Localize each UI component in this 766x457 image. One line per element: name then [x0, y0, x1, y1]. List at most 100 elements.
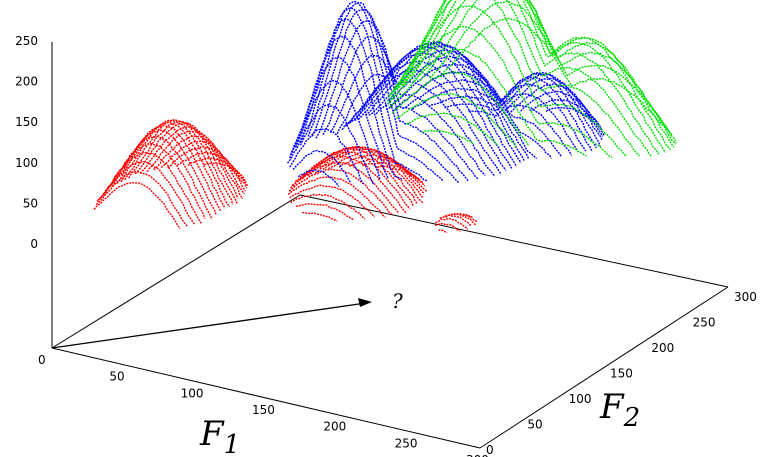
- y-tick-label: 250: [693, 316, 716, 330]
- series-0-scanline: [203, 162, 239, 174]
- series-0-scanline: [107, 129, 217, 216]
- series-1-scanline: [295, 18, 428, 182]
- series-2-scanline: [439, 17, 669, 132]
- series-1-scanline: [297, 169, 340, 187]
- arrow-head: [358, 298, 372, 307]
- y-tick-label: 100: [569, 392, 592, 406]
- series-layer: [93, 0, 677, 234]
- x-tick-label: 250: [395, 436, 418, 450]
- z-tick-labels: 0 50 100 150 200 250: [15, 34, 38, 251]
- series-0-scanline: [160, 140, 248, 189]
- y-tick-label: 0: [486, 443, 494, 457]
- series-2-scanline: [389, 48, 587, 157]
- x-tick-label: 200: [323, 420, 346, 434]
- series-2: [386, 0, 677, 159]
- series-0-scanline: [177, 151, 247, 183]
- series-0-scanline: [303, 146, 418, 205]
- series-0-scanline: [187, 157, 245, 179]
- z-tick-label: 250: [15, 34, 38, 48]
- y-axis-title-main: F: [599, 387, 625, 427]
- series-0-scanline: [434, 222, 461, 232]
- series-0-scanline: [435, 218, 469, 230]
- series-2-scanline: [391, 71, 530, 147]
- annotation-arrow: ?: [51, 289, 403, 349]
- series-0-scanline: [338, 154, 426, 187]
- series-1-scanline: [291, 35, 403, 180]
- series-0-scanline: [463, 214, 473, 219]
- z-tick-label: 100: [15, 156, 38, 170]
- series-2-scanline: [387, 25, 613, 159]
- series-1-scanline: [385, 62, 573, 156]
- series-1: [286, 0, 605, 187]
- series-0-scanline: [120, 119, 231, 208]
- series-0-scanline: [290, 161, 400, 214]
- series-2-scanline: [397, 0, 666, 153]
- x-axis-title-sub: 1: [224, 430, 241, 457]
- z-tick-label: 0: [30, 237, 38, 251]
- series-2-scanline: [429, 0, 674, 137]
- series-1-scanline: [354, 41, 526, 162]
- series-1-scanline: [289, 128, 364, 185]
- annotation-text: ?: [392, 289, 403, 313]
- y-axis-line: [51, 194, 301, 349]
- z-tick-label: 150: [15, 115, 38, 129]
- y-tick-label: 200: [651, 341, 674, 355]
- y-tick-labels: 0 50 100 150 200 250 300: [486, 290, 757, 457]
- x-tick-label: 100: [181, 386, 204, 400]
- x-axis-title-main: F: [199, 414, 225, 454]
- series-0-scanline: [328, 150, 428, 192]
- series-2-scanline: [386, 5, 627, 157]
- y-axis-title: F2: [599, 387, 640, 433]
- series-0-scanline: [439, 214, 472, 227]
- series-0-scanline: [349, 157, 424, 184]
- y-axis-title-sub: 2: [623, 403, 641, 433]
- series-0: [93, 119, 478, 234]
- series-1-scanline: [292, 149, 351, 183]
- x-axis-line: [51, 347, 481, 449]
- series-2-scanline: [388, 0, 641, 157]
- series-0-scanline: [290, 193, 366, 220]
- y-tick-label: 50: [527, 418, 542, 432]
- series-0-scanline: [362, 161, 420, 180]
- series-2-scanline: [388, 0, 653, 158]
- series-2-scanline: [393, 0, 660, 155]
- series-0-scanline: [146, 130, 245, 195]
- series-1-scanline: [322, 35, 496, 177]
- x-tick-label: 50: [109, 370, 124, 384]
- floor-right-edge: [479, 286, 729, 449]
- series-2-scanline: [413, 0, 677, 145]
- floor-back-edge: [299, 194, 729, 288]
- y-tick-label: 150: [610, 367, 633, 381]
- series-0-scanline: [93, 181, 181, 230]
- series-0-scanline: [295, 203, 354, 221]
- series-0-scanline: [97, 151, 203, 225]
- series-1-scanline: [299, 7, 444, 181]
- series-1-scanline: [341, 52, 513, 170]
- series-1-scanline: [315, 20, 486, 176]
- arrow-line: [51, 302, 367, 349]
- floor-plane: [51, 42, 729, 449]
- series-0-scanline: [128, 120, 239, 205]
- series-0-scanline: [288, 168, 393, 216]
- series-1-scanline: [444, 71, 601, 147]
- series-1-scanline: [428, 72, 598, 149]
- series-2-scanline: [421, 129, 474, 145]
- series-2-scanline: [401, 0, 672, 151]
- series-2-scanline: [405, 112, 498, 146]
- series-1-scanline: [529, 99, 602, 129]
- x-tick-label: 300: [466, 453, 489, 457]
- x-axis-title: F1: [199, 414, 240, 457]
- series-0-scanline: [444, 213, 477, 226]
- series-1-scanline: [392, 71, 579, 153]
- z-tick-label: 50: [23, 196, 38, 210]
- y-tick-label: 300: [734, 290, 757, 304]
- series-0-scanline: [116, 121, 226, 209]
- series-1-scanline: [307, 1, 469, 182]
- series-1-scanline: [402, 79, 587, 152]
- series-1-scanline: [503, 77, 604, 137]
- series-1-scanline: [375, 55, 562, 157]
- series-0-scanline: [287, 176, 386, 218]
- series-2-scanline: [419, 0, 677, 144]
- x-tick-label: 0: [38, 353, 46, 367]
